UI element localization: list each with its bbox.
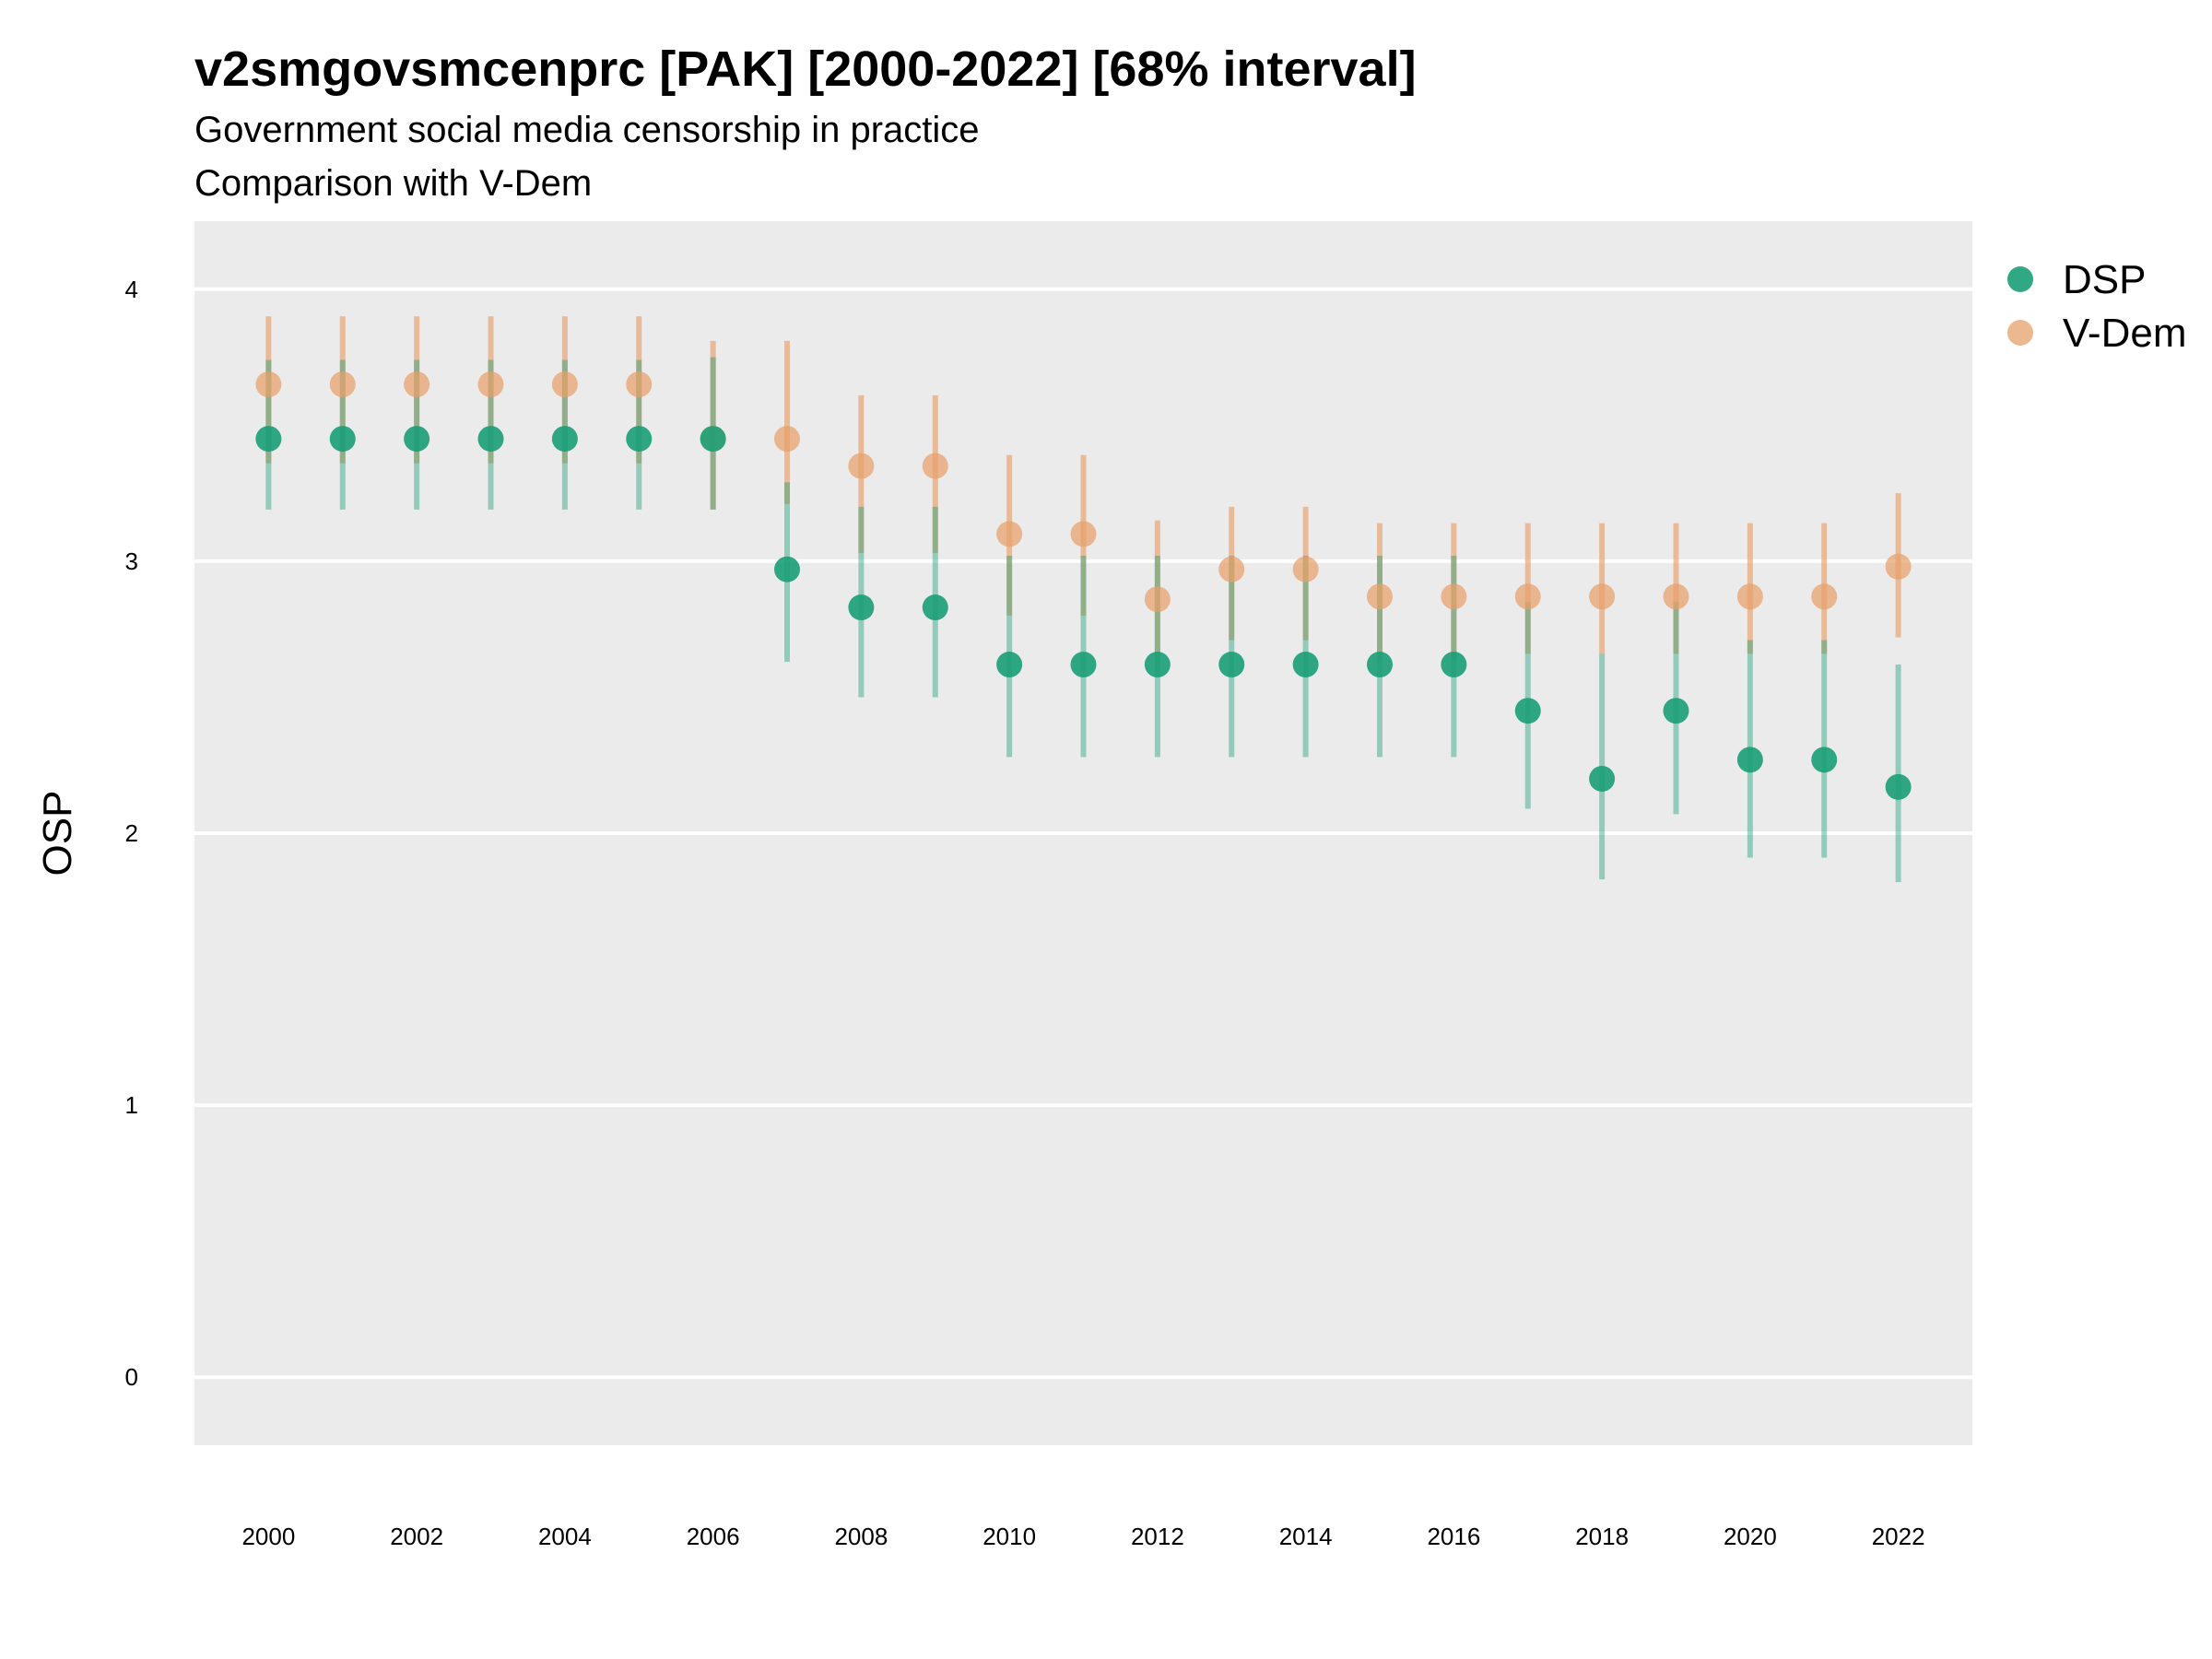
chart-title: v2smgovsmcenprc [PAK] [2000-2022] [68% i… — [194, 41, 1417, 97]
x-tick-label: 2000 — [241, 1523, 295, 1550]
vdem-point — [1811, 583, 1838, 610]
dsp-point — [1292, 652, 1319, 678]
dsp-point — [1070, 652, 1097, 678]
dsp-point — [1663, 698, 1689, 724]
x-tick-label: 2002 — [390, 1523, 443, 1550]
vdem-point — [774, 426, 800, 453]
vdem-point — [1144, 586, 1171, 613]
vdem-point — [1736, 583, 1763, 610]
x-tick-label: 2014 — [1279, 1523, 1333, 1550]
dsp-point — [329, 426, 356, 453]
dsp-point — [922, 594, 948, 621]
vdem-point — [1070, 521, 1097, 547]
dsp-point — [848, 594, 875, 621]
vdem-point — [551, 371, 578, 398]
vdem-points — [255, 371, 1912, 613]
vdem-point — [996, 521, 1023, 547]
x-axis-ticks: 2000 2002 2004 2006 2008 2010 2012 2014 2016 2018… — [241, 1523, 1924, 1550]
vdem-point — [1441, 583, 1467, 610]
vdem-point — [1514, 583, 1541, 610]
vdem-point — [255, 371, 282, 398]
dsp-point — [551, 426, 578, 453]
dsp-point — [1589, 765, 1616, 792]
dsp-points — [255, 426, 1912, 800]
y-axis-label: OSP — [35, 791, 80, 877]
x-tick-label: 2008 — [834, 1523, 888, 1550]
vdem-point — [404, 371, 430, 398]
vdem-point — [848, 453, 875, 479]
vdem-point — [1218, 556, 1245, 582]
x-tick-label: 2016 — [1427, 1523, 1480, 1550]
dsp-point — [255, 426, 282, 453]
dsp-point — [1441, 652, 1467, 678]
chart-subtitle-2: Comparison with V-Dem — [194, 163, 592, 204]
legend: DSP V-Dem — [2007, 257, 2186, 356]
y-tick-label: 0 — [125, 1363, 138, 1391]
y-tick-label: 2 — [125, 819, 138, 847]
dsp-point — [477, 426, 504, 453]
vdem-point — [477, 371, 504, 398]
legend-vdem-marker — [2007, 320, 2033, 346]
legend-vdem-label: V-Dem — [2063, 311, 2186, 356]
dsp-point — [1736, 747, 1763, 773]
vdem-point — [1885, 553, 1912, 580]
dsp-point — [1218, 652, 1245, 678]
vdem-point — [329, 371, 356, 398]
chart-subtitle: Government social media censorship in pr… — [194, 110, 980, 150]
dsp-point — [996, 652, 1023, 678]
legend-dsp-label: DSP — [2063, 257, 2146, 302]
dsp-point — [1811, 747, 1838, 773]
vdem-point — [1367, 583, 1393, 610]
y-tick-label: 1 — [125, 1091, 138, 1119]
dsp-point — [626, 426, 653, 453]
vdem-point — [626, 371, 653, 398]
dsp-point — [1514, 698, 1541, 724]
dsp-point — [1144, 652, 1171, 678]
x-tick-label: 2010 — [982, 1523, 1036, 1550]
legend-dsp-marker — [2007, 266, 2033, 292]
x-tick-label: 2012 — [1131, 1523, 1184, 1550]
dsp-point — [1367, 652, 1393, 678]
y-axis-ticks: 0 1 2 3 4 — [125, 276, 138, 1391]
x-tick-label: 2022 — [1872, 1523, 1925, 1550]
y-tick-label: 3 — [125, 547, 138, 575]
vdem-point — [1292, 556, 1319, 582]
x-tick-label: 2004 — [538, 1523, 592, 1550]
x-tick-label: 2018 — [1575, 1523, 1629, 1550]
x-tick-label: 2020 — [1724, 1523, 1777, 1550]
dsp-point — [404, 426, 430, 453]
y-tick-label: 4 — [125, 276, 138, 303]
vdem-point — [922, 453, 948, 479]
dsp-point — [774, 556, 800, 582]
dsp-point — [1885, 773, 1912, 800]
dsp-point — [700, 426, 726, 453]
vdem-point — [1589, 583, 1616, 610]
x-tick-label: 2006 — [687, 1523, 740, 1550]
vdem-point — [1663, 583, 1689, 610]
